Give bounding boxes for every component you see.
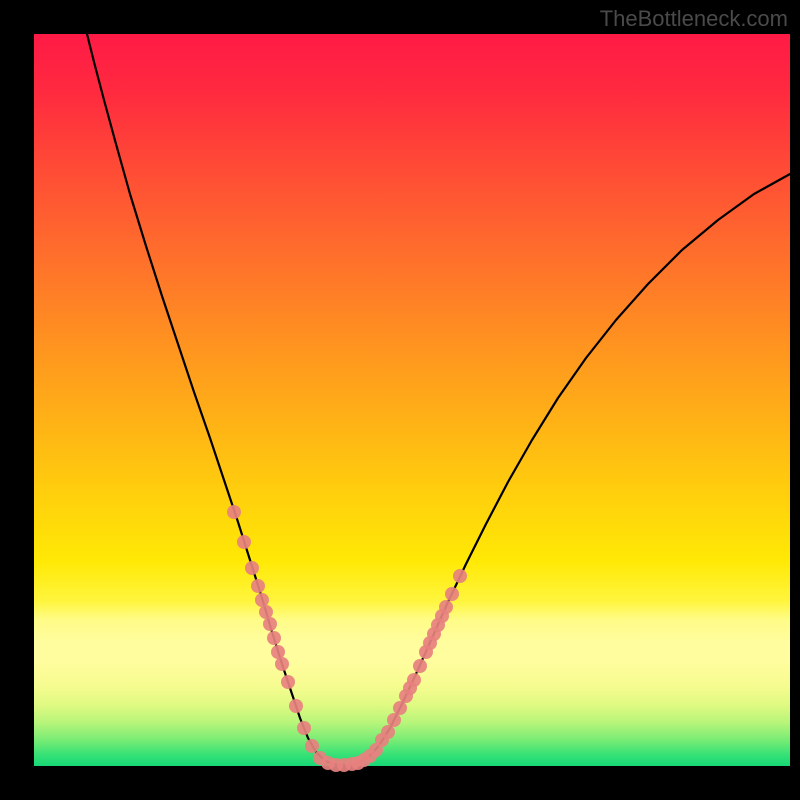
data-marker bbox=[267, 631, 281, 645]
data-marker bbox=[255, 593, 269, 607]
data-marker bbox=[237, 535, 251, 549]
data-marker bbox=[281, 675, 295, 689]
data-marker bbox=[297, 721, 311, 735]
data-marker bbox=[413, 659, 427, 673]
watermark-text: TheBottleneck.com bbox=[600, 6, 788, 32]
data-marker bbox=[445, 587, 459, 601]
data-marker bbox=[393, 701, 407, 715]
data-marker bbox=[305, 739, 319, 753]
data-marker bbox=[453, 569, 467, 583]
data-marker bbox=[245, 561, 259, 575]
curve-layer bbox=[0, 0, 800, 800]
data-marker bbox=[271, 645, 285, 659]
data-marker bbox=[387, 713, 401, 727]
data-marker bbox=[263, 617, 277, 631]
data-marker bbox=[227, 505, 241, 519]
data-marker bbox=[275, 657, 289, 671]
chart-root: { "watermark": { "text": "TheBottleneck.… bbox=[0, 0, 800, 800]
data-marker bbox=[407, 673, 421, 687]
data-marker bbox=[439, 600, 453, 614]
data-marker bbox=[259, 605, 273, 619]
data-marker bbox=[251, 579, 265, 593]
bottleneck-curve bbox=[87, 34, 790, 765]
data-marker bbox=[381, 725, 395, 739]
data-marker bbox=[289, 699, 303, 713]
